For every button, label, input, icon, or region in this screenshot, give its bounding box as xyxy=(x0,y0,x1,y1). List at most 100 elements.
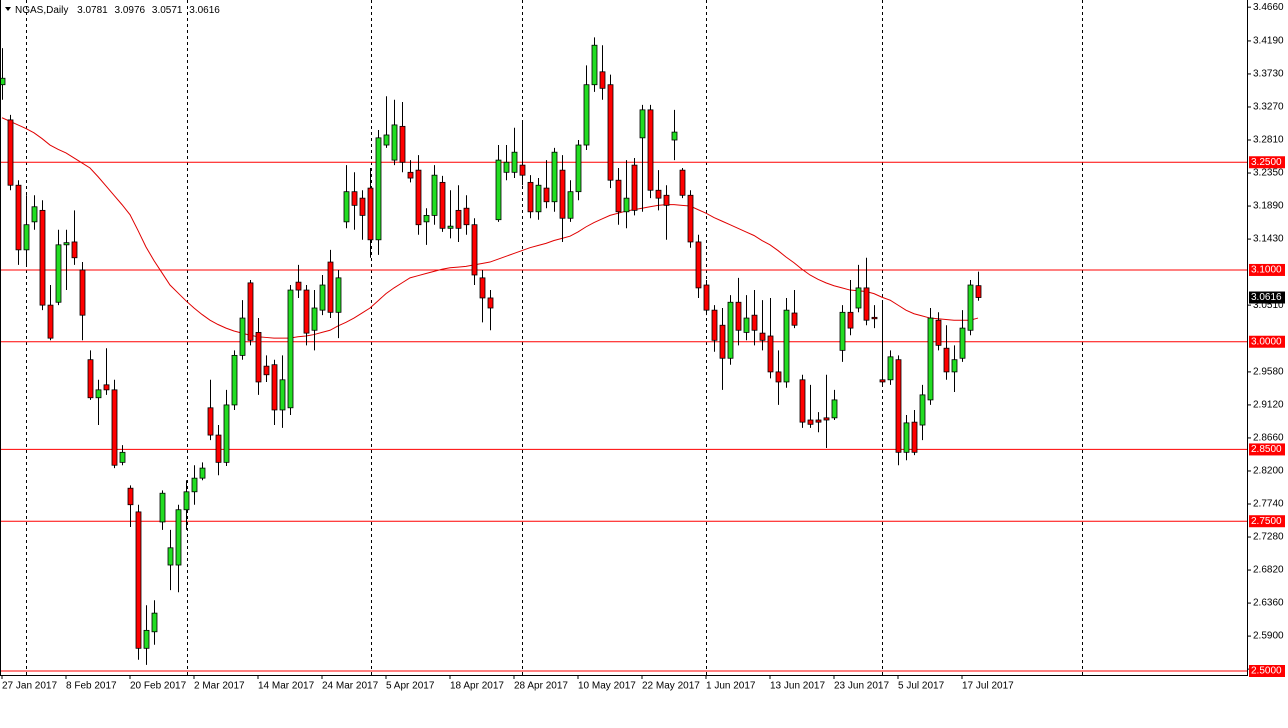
candle-body xyxy=(231,354,238,406)
candle-body xyxy=(199,467,206,479)
candle-body xyxy=(927,317,934,401)
candle-body xyxy=(271,364,278,411)
candle-body xyxy=(615,179,622,213)
candle-body xyxy=(63,242,70,246)
candle-body xyxy=(863,287,870,321)
candle-body xyxy=(151,612,158,633)
candle-body xyxy=(551,151,558,203)
level-label: 3.0000 xyxy=(1251,336,1282,347)
candle-body xyxy=(687,194,694,243)
candle-body xyxy=(167,547,174,566)
x-tick-label: 8 Feb 2017 xyxy=(66,681,117,692)
x-tick-label: 23 Jun 2017 xyxy=(834,681,889,692)
level-label: 3.2500 xyxy=(1251,157,1282,168)
candle-body xyxy=(295,281,302,291)
candle-body xyxy=(439,181,446,229)
candle-body xyxy=(479,277,486,299)
level-label: 2.7500 xyxy=(1251,516,1282,527)
x-tick-label: 18 Apr 2017 xyxy=(450,681,504,692)
candle-body xyxy=(287,289,294,409)
x-tick-label: 22 May 2017 xyxy=(642,681,700,692)
y-tick-label: 2.9580 xyxy=(1253,367,1284,378)
candle-body xyxy=(111,389,118,466)
price-box xyxy=(1249,291,1285,304)
candle-body xyxy=(127,487,134,506)
last-high: 3.0976 xyxy=(115,5,146,16)
candle-body xyxy=(279,379,286,411)
candle-body xyxy=(343,191,350,223)
candle-body xyxy=(383,134,390,146)
candle-body xyxy=(487,297,494,309)
candle-body xyxy=(367,187,374,241)
candle-body xyxy=(527,181,534,213)
candle-body xyxy=(39,209,46,306)
level-label-box xyxy=(1249,263,1285,276)
candle-body xyxy=(0,77,6,86)
candle-body xyxy=(431,174,438,216)
y-tick-label: 2.8200 xyxy=(1253,466,1284,477)
y-tick-label: 3.4190 xyxy=(1253,36,1284,47)
candles xyxy=(0,37,982,665)
x-tick-label: 17 Jul 2017 xyxy=(962,681,1014,692)
candle-body xyxy=(559,169,566,219)
candle-body xyxy=(695,241,702,289)
x-tick-label: 5 Jul 2017 xyxy=(898,681,945,692)
y-tick-label: 2.7740 xyxy=(1253,499,1284,510)
candle-body xyxy=(239,317,246,356)
chart-title: NGAS,Daily 3.0781 3.0976 3.0571 3.0616 xyxy=(15,5,220,16)
candle-body xyxy=(447,225,454,229)
candle-body xyxy=(967,284,974,331)
candle-body xyxy=(823,417,830,421)
candle-body xyxy=(535,184,542,213)
candle-body xyxy=(319,284,326,311)
candle-body xyxy=(759,332,766,341)
candle-body xyxy=(95,389,102,399)
candle-body xyxy=(799,379,806,423)
candle-body xyxy=(583,84,590,146)
candle-body xyxy=(79,269,86,316)
candle-body xyxy=(191,477,198,493)
candle-body xyxy=(311,307,318,331)
x-tick-label: 14 Mar 2017 xyxy=(258,681,315,692)
candle-body xyxy=(135,511,142,649)
y-tick-label: 3.3730 xyxy=(1253,69,1284,80)
y-tick-label: 3.4660 xyxy=(1253,2,1284,13)
candle-body xyxy=(959,327,966,359)
candle-body xyxy=(639,109,646,139)
candle-body xyxy=(495,159,502,221)
y-tick-label: 3.3270 xyxy=(1253,102,1284,113)
candle-body xyxy=(735,301,742,331)
candle-body xyxy=(351,191,358,206)
y-tick-label: 2.7280 xyxy=(1253,532,1284,543)
candle-body xyxy=(247,282,254,341)
candle-body xyxy=(7,119,14,186)
y-tick-label: 3.0510 xyxy=(1253,300,1284,311)
candle-body xyxy=(47,304,54,339)
candle-body xyxy=(679,169,686,196)
candle-body xyxy=(887,356,894,381)
candle-body xyxy=(711,309,718,341)
y-tick-label: 2.5900 xyxy=(1253,631,1284,642)
candle-body xyxy=(23,224,30,251)
x-tick-label: 2 Mar 2017 xyxy=(194,681,245,692)
x-tick-label: 28 Apr 2017 xyxy=(514,681,568,692)
candle-body xyxy=(143,629,150,649)
candle-body xyxy=(407,171,414,179)
candle-body xyxy=(471,224,478,276)
candle-body xyxy=(895,359,902,453)
last-open: 3.0781 xyxy=(77,5,108,16)
candle-body xyxy=(727,301,734,359)
last-low: 3.0571 xyxy=(152,5,183,16)
candle-body xyxy=(855,287,862,309)
candle-body xyxy=(223,404,230,463)
candle-body xyxy=(183,491,190,511)
candle-body xyxy=(391,124,398,161)
candle-body xyxy=(807,419,814,425)
axes: 3.4660 3.4190 3.3730 3.3270 3.2810 3.2350 3.18… xyxy=(1,2,1285,692)
y-tick-label: 3.1430 xyxy=(1253,234,1284,245)
candle-body xyxy=(503,161,510,173)
candle-body xyxy=(71,241,78,259)
level-label: 2.5000 xyxy=(1251,666,1282,677)
